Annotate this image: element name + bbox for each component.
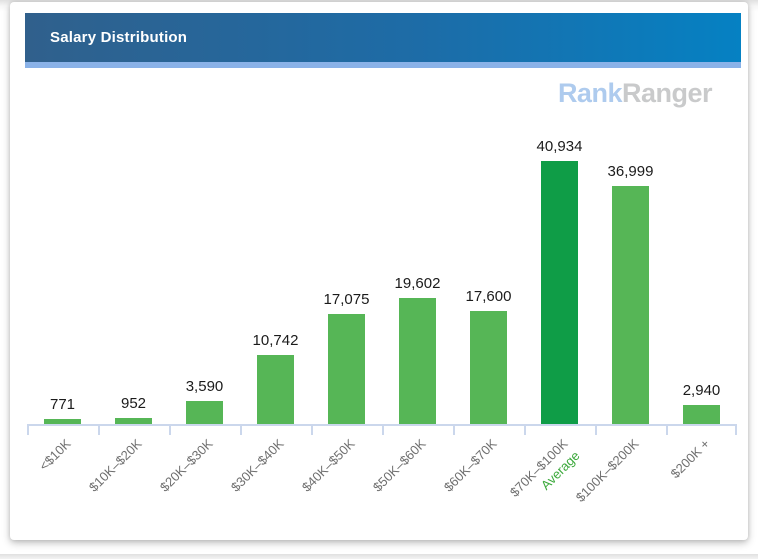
- x-axis-line: [27, 424, 737, 426]
- chart-bar: [115, 418, 152, 424]
- bar-value-label: 40,934: [536, 138, 583, 155]
- panel-header: Salary Distribution: [25, 13, 741, 62]
- plot-area: 771 952 3,590 10,742 17,075 19,602 17,600 40,93…: [27, 132, 737, 424]
- chart-bar: [612, 186, 649, 424]
- axis-tick: [524, 426, 526, 435]
- x-axis-labels: <$10K $10K–$20K $20K–$30K $30K–$40K $40K–$50…: [27, 436, 737, 532]
- chart-bar: [470, 311, 507, 424]
- axis-tick: [169, 426, 171, 435]
- panel-title: Salary Distribution: [50, 29, 188, 46]
- salary-distribution-panel: Salary Distribution RankRanger 771 952 3,5…: [10, 2, 748, 540]
- axis-tick: [735, 426, 737, 435]
- bar-value-label: 2,940: [682, 382, 721, 399]
- rankranger-logo: RankRanger: [557, 78, 713, 109]
- chart-bar: [541, 161, 578, 424]
- bar-value-label: 17,075: [323, 291, 370, 308]
- bar-value-label: 771: [49, 396, 76, 413]
- axis-tick: [240, 426, 242, 435]
- chart-bar: [186, 401, 223, 424]
- axis-tick: [98, 426, 100, 435]
- axis-tick: [27, 426, 29, 435]
- header-accent-stripe: [25, 62, 741, 68]
- chart-bar: [683, 405, 720, 424]
- axis-tick: [666, 426, 668, 435]
- chart-bar: [399, 298, 436, 424]
- bar-value-label: 19,602: [394, 275, 441, 292]
- logo-text-ranger: Ranger: [621, 78, 713, 108]
- bar-value-label: 17,600: [465, 288, 512, 305]
- axis-tick: [453, 426, 455, 435]
- axis-tick: [311, 426, 313, 435]
- salary-distribution-chart: 771 952 3,590 10,742 17,075 19,602 17,600 40,93…: [27, 132, 737, 532]
- axis-tick: [595, 426, 597, 435]
- bar-value-label: 36,999: [607, 163, 654, 180]
- chart-bar: [44, 419, 81, 424]
- axis-tick: [382, 426, 384, 435]
- bar-value-label: 952: [120, 395, 147, 412]
- bar-value-label: 3,590: [185, 378, 224, 395]
- logo-text-rank: Rank: [557, 78, 623, 108]
- chart-bar: [257, 355, 294, 424]
- chart-bar: [328, 314, 365, 424]
- bar-value-label: 10,742: [252, 332, 299, 349]
